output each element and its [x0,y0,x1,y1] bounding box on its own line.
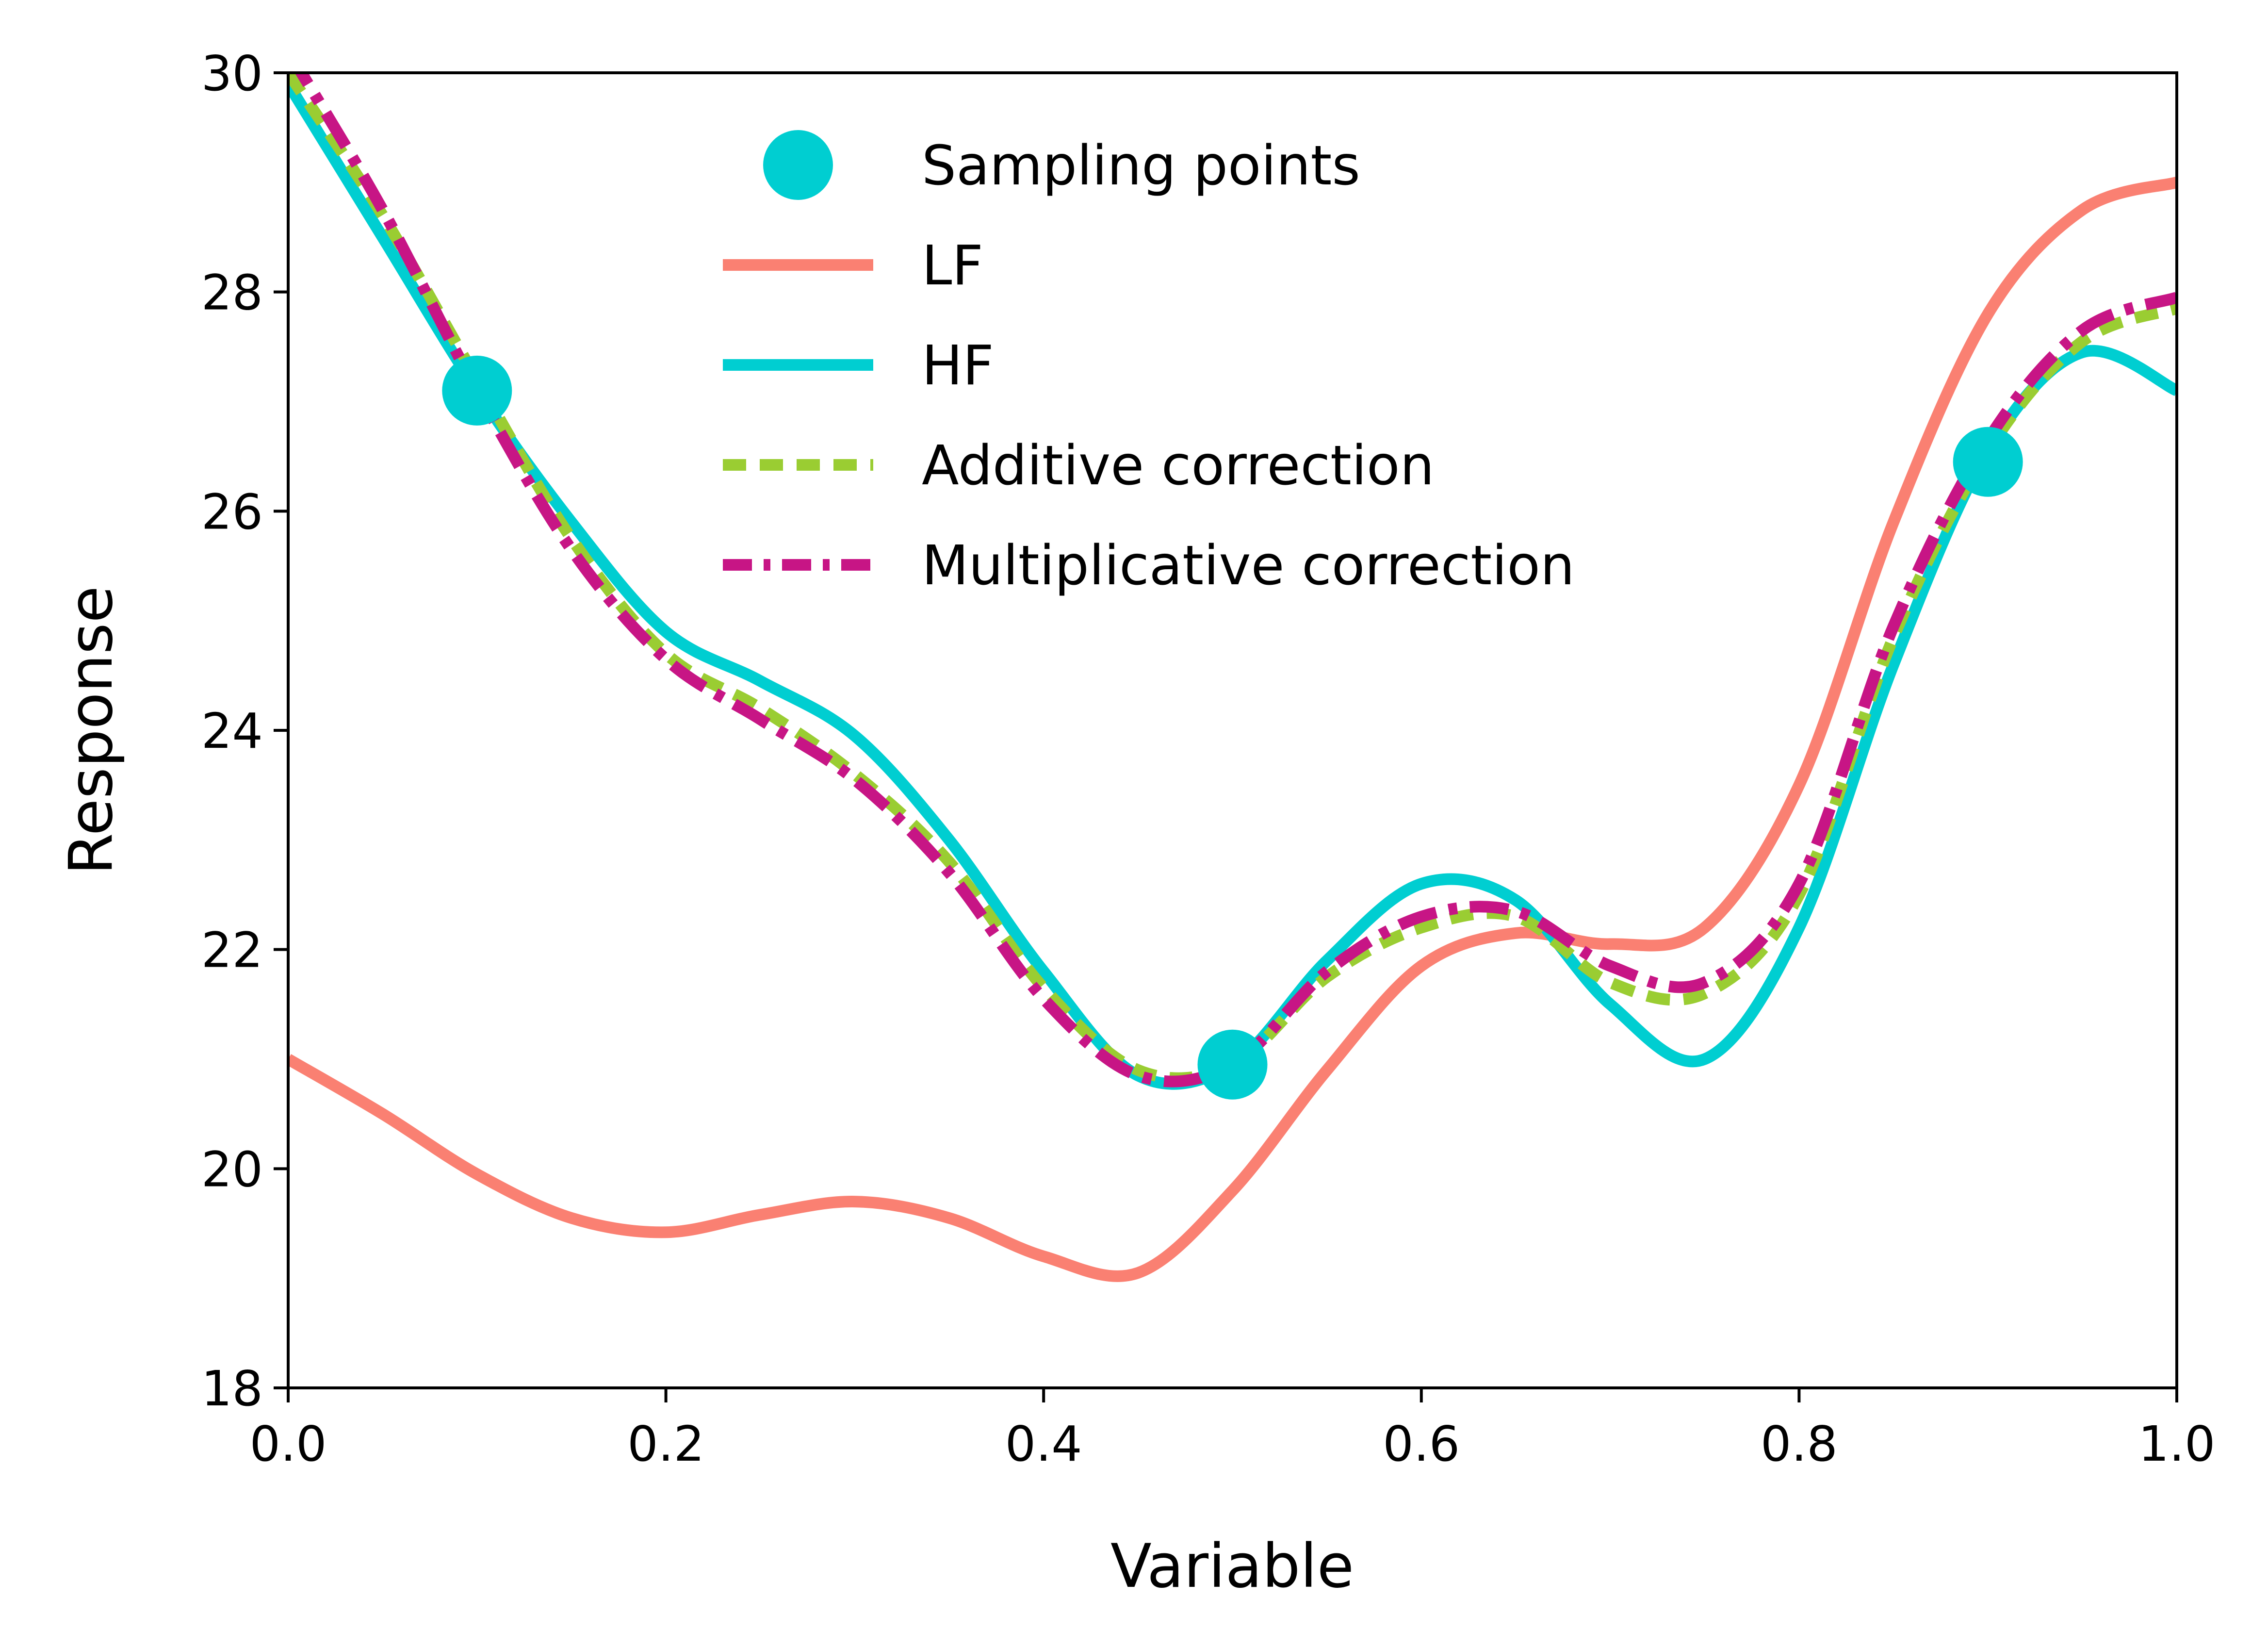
y-tick-label: 30 [201,45,263,102]
legend-entry: Multiplicative correction [723,534,1575,597]
y-tick-label: 24 [201,703,263,759]
sampling-point-3 [1953,427,2023,497]
y-axis-title: Response [56,586,126,875]
legend-label: Multiplicative correction [922,534,1575,597]
sampling-point-2 [1197,1029,1268,1100]
legend-label: HF [922,334,994,397]
legend-swatch [763,130,833,200]
legend-entry: Additive correction [723,434,1435,497]
legend: Sampling points LF HF Additive correction Mu… [723,130,1575,597]
x-tick-label: 0.6 [1383,1416,1460,1472]
y-tick-label: 18 [201,1360,263,1417]
x-tick-label: 0.4 [1005,1416,1082,1472]
x-tick-label: 1.0 [2138,1416,2215,1472]
x-axis-ticks: 0.0 0.2 0.4 0.6 0.8 1.0 [249,1388,2216,1472]
x-tick-label: 0.0 [249,1416,326,1472]
x-axis-title: Variable [1110,1532,1354,1601]
y-tick-label: 20 [201,1141,263,1198]
y-axis-ticks: 18 20 22 24 26 28 30 [201,45,288,1417]
legend-entry: HF [723,334,994,397]
points-layer [442,355,2023,1100]
series-line-lf [288,177,2177,1282]
legend-label: Sampling points [922,134,1360,198]
legend-label: Additive correction [922,434,1435,497]
y-tick-label: 22 [201,922,263,979]
x-tick-label: 0.8 [1761,1416,1838,1472]
legend-entry: LF [723,234,983,297]
y-tick-label: 26 [201,483,263,540]
sampling-point-1 [442,355,512,426]
legend-entry: Sampling points [763,130,1360,200]
y-tick-label: 28 [201,264,263,321]
series-line-multiplicative-correction [294,73,2177,1088]
legend-label: LF [922,234,983,297]
x-tick-label: 0.2 [627,1416,704,1472]
